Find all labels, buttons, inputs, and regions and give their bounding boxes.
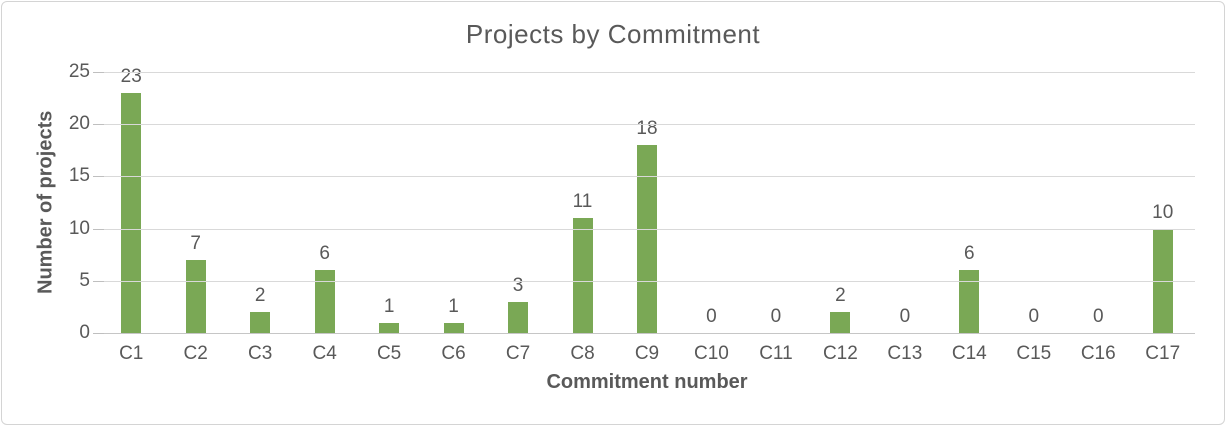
chart-title: Projects by Commitment xyxy=(465,19,761,49)
x-tick-label-C17: C17 xyxy=(1145,343,1181,364)
bar-C5 xyxy=(379,322,400,333)
bar-cell-C16: 0 xyxy=(1066,72,1130,333)
x-tick-label-C14: C14 xyxy=(951,343,987,364)
data-label-C4: 6 xyxy=(319,243,330,265)
gridline-y-20 xyxy=(99,124,1195,126)
data-label-C13: 0 xyxy=(899,306,911,327)
data-label-C7: 3 xyxy=(512,274,524,296)
bar-C1 xyxy=(121,92,142,333)
bar-C14 xyxy=(959,270,980,333)
bar-cell-C15: 0 xyxy=(1002,72,1066,333)
gridline-y-5 xyxy=(99,280,1195,282)
data-label-C2: 7 xyxy=(190,232,201,254)
plot-area: 23 7 2 6 1 1 3 11 18 0 0 2 0 6 0 0 10 xyxy=(93,66,1195,334)
data-label-C14: 6 xyxy=(964,243,975,265)
bar-C3 xyxy=(250,312,271,333)
bar-cell-C13: 0 xyxy=(873,72,937,333)
data-label-C15: 0 xyxy=(1028,306,1040,327)
bar-C12 xyxy=(830,312,851,333)
bar-C4 xyxy=(314,270,335,333)
y-tick-mark-25 xyxy=(93,72,104,73)
y-tick-mark-20 xyxy=(93,124,104,126)
gridline-y-10 xyxy=(99,228,1195,230)
x-tick-label-C11: C11 xyxy=(759,343,793,364)
y-tick-label-10: 10 xyxy=(68,217,90,239)
bar-C2 xyxy=(185,259,206,333)
bar-C6 xyxy=(443,322,464,333)
bar-cell-C12: 2 xyxy=(808,72,872,333)
x-tick-label-C6: C6 xyxy=(441,343,466,364)
y-tick-label-5: 5 xyxy=(79,269,90,291)
bar-cell-C17: 10 xyxy=(1131,72,1195,333)
y-tick-label-15: 15 xyxy=(68,165,90,187)
bar-series: 23 7 2 6 1 1 3 11 18 0 0 2 0 6 0 0 10 xyxy=(99,66,1195,333)
y-tick-mark-10 xyxy=(93,228,104,230)
y-axis-tick-labels: 0 5 10 15 20 25 xyxy=(42,62,90,343)
data-label-C11: 0 xyxy=(770,306,782,327)
data-label-C1: 23 xyxy=(120,65,142,87)
data-label-C17: 10 xyxy=(1152,201,1174,223)
x-tick-label-C2: C2 xyxy=(183,343,208,364)
x-tick-label-C9: C9 xyxy=(634,343,660,364)
y-tick-label-20: 20 xyxy=(68,113,90,135)
bar-cell-C4: 6 xyxy=(292,72,356,333)
bar-cell-C9: 18 xyxy=(615,72,679,333)
data-label-C10: 0 xyxy=(706,306,717,327)
x-tick-label-C1: C1 xyxy=(119,343,144,364)
x-tick-label-C15: C15 xyxy=(1016,343,1052,364)
x-tick-label-C16: C16 xyxy=(1080,343,1116,364)
bar-cell-C2: 7 xyxy=(163,72,227,333)
bar-cell-C14: 6 xyxy=(937,72,1001,333)
x-tick-label-C12: C12 xyxy=(822,343,858,364)
bar-C8 xyxy=(572,218,593,333)
y-tick-mark-15 xyxy=(93,176,104,178)
x-tick-label-C10: C10 xyxy=(694,343,729,364)
bar-cell-C3: 2 xyxy=(228,72,292,333)
x-tick-label-C13: C13 xyxy=(887,343,923,364)
bar-C7 xyxy=(508,301,529,333)
y-tick-label-0: 0 xyxy=(79,322,90,343)
y-tick-mark-0 xyxy=(93,333,104,334)
bar-cell-C6: 1 xyxy=(421,72,485,333)
x-tick-label-C8: C8 xyxy=(570,343,595,364)
bar-cell-C5: 1 xyxy=(357,72,421,333)
bar-cell-C11: 0 xyxy=(744,72,808,333)
data-label-C5: 1 xyxy=(383,295,395,317)
data-label-C16: 0 xyxy=(1092,306,1104,327)
x-axis-tick-labels: C1 C2 C3 C4 C5 C6 C7 C8 C9 C10 C11 C12 C13 C14 C15 C16 C… xyxy=(99,343,1195,365)
x-tick-label-C5: C5 xyxy=(376,343,402,364)
y-tick-label-25: 25 xyxy=(68,61,90,82)
bar-cell-C1: 23 xyxy=(99,66,163,333)
bar-cell-C7: 3 xyxy=(486,72,550,333)
gridline-y-15 xyxy=(99,176,1195,178)
y-tick-mark-5 xyxy=(93,280,104,282)
data-label-C12: 2 xyxy=(835,285,846,307)
data-label-C8: 11 xyxy=(572,191,593,213)
x-tick-label-C7: C7 xyxy=(505,343,531,364)
x-tick-label-C4: C4 xyxy=(312,343,337,364)
data-label-C3: 2 xyxy=(254,285,266,307)
bar-cell-C10: 0 xyxy=(679,72,743,333)
data-label-C6: 1 xyxy=(448,295,459,317)
x-axis-title: Commitment number xyxy=(546,371,748,393)
data-label-C9: 18 xyxy=(636,118,658,140)
bar-cell-C8: 11 xyxy=(550,72,614,333)
x-tick-label-C3: C3 xyxy=(248,343,273,364)
bar-C9 xyxy=(636,145,657,333)
gridline-y-25 xyxy=(99,72,1195,73)
